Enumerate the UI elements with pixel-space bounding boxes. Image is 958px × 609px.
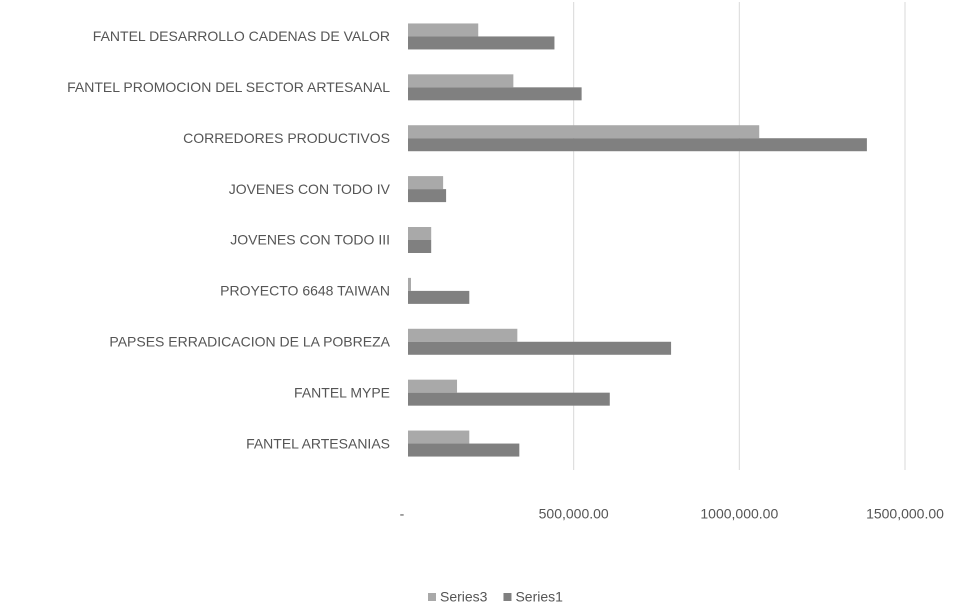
bar <box>408 392 610 406</box>
y-tick-label: JOVENES CON TODO IV <box>229 181 391 197</box>
bar <box>408 290 470 304</box>
y-tick-label: JOVENES CON TODO III <box>230 232 390 248</box>
bar <box>408 189 447 203</box>
y-tick-label: FANTEL PROMOCION DEL SECTOR ARTESANAL <box>67 79 390 95</box>
x-tick-label: 500,000.00 <box>539 506 609 522</box>
x-tick-label: 1500,000.00 <box>866 506 944 522</box>
bar <box>408 240 432 253</box>
bar <box>408 138 867 152</box>
legend-label: Series1 <box>515 589 563 605</box>
bar <box>408 125 760 139</box>
bar <box>408 277 411 291</box>
bar <box>408 36 555 50</box>
bar <box>408 430 470 444</box>
bar <box>408 87 582 101</box>
bar <box>408 227 432 240</box>
bar <box>408 23 479 37</box>
legend-label: Series3 <box>440 589 488 605</box>
bar <box>408 379 458 393</box>
y-tick-label: CORREDORES PRODUCTIVOS <box>183 130 390 146</box>
y-tick-label: FANTEL MYPE <box>294 384 390 400</box>
y-tick-label: FANTEL DESARROLLO CADENAS DE VALOR <box>93 28 390 44</box>
bar <box>408 443 520 457</box>
x-tick-label: 1000,000.00 <box>700 506 778 522</box>
bar <box>408 74 514 88</box>
y-tick-label: FANTEL ARTESANIAS <box>246 435 390 451</box>
y-tick-label: PAPSES ERRADICACION DE LA POBREZA <box>109 333 390 349</box>
bar <box>408 328 518 342</box>
legend-swatch <box>428 593 436 601</box>
bar <box>408 341 672 355</box>
y-tick-label: PROYECTO 6648 TAIWAN <box>220 283 390 299</box>
x-tick-label: - <box>400 506 405 522</box>
legend-swatch <box>503 593 512 601</box>
bar <box>408 176 444 190</box>
